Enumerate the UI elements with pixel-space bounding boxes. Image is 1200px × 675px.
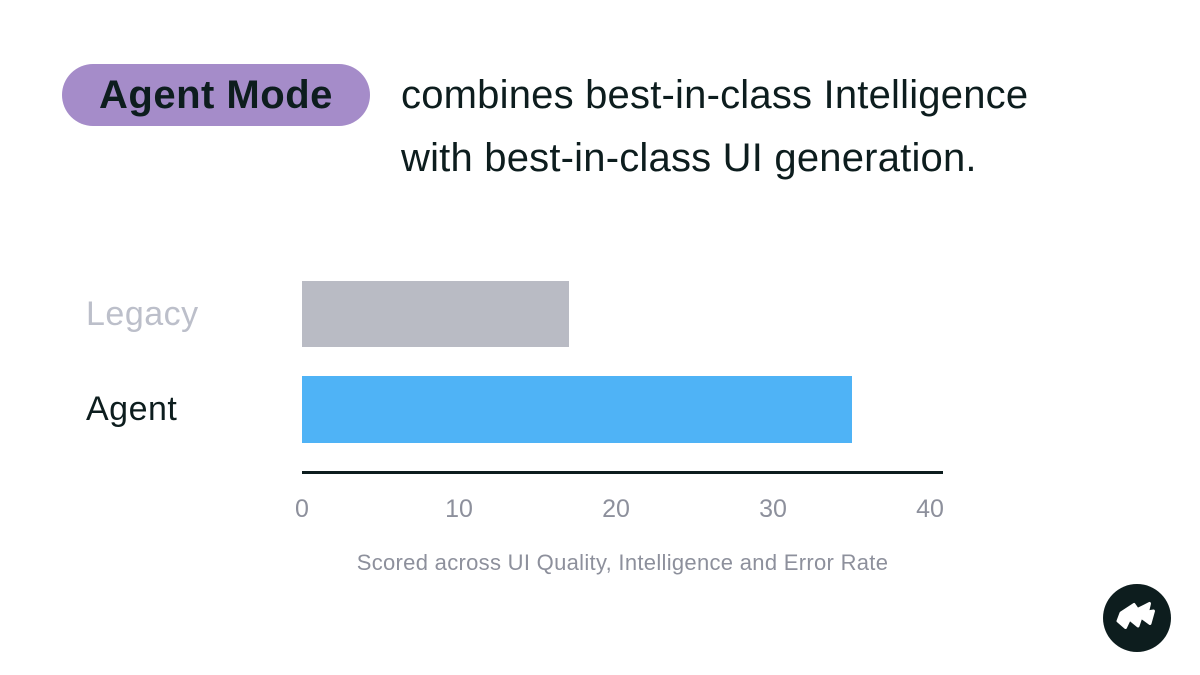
bar-legacy: [302, 281, 569, 347]
bar-label-legacy: Legacy: [86, 295, 199, 333]
x-tick-label: 10: [445, 495, 473, 523]
title-line-2: with best-in-class UI generation.: [401, 136, 977, 180]
x-tick-label: 40: [916, 495, 944, 523]
x-tick-label: 30: [759, 495, 787, 523]
flag-icon: [1103, 584, 1171, 652]
logo: [1103, 584, 1171, 652]
x-axis-line: [302, 471, 943, 474]
x-axis-ticks: 0 10 20 30 40: [295, 495, 944, 525]
title-line-1: combines best-in-class Intelligence: [401, 73, 1029, 117]
bar-label-agent: Agent: [86, 390, 178, 428]
agent-mode-badge: Agent Mode: [62, 64, 370, 126]
bar-agent: [302, 376, 852, 443]
x-tick-label: 20: [602, 495, 630, 523]
chart-caption: Scored across UI Quality, Intelligence a…: [356, 550, 889, 575]
x-tick-label: 0: [295, 495, 309, 523]
